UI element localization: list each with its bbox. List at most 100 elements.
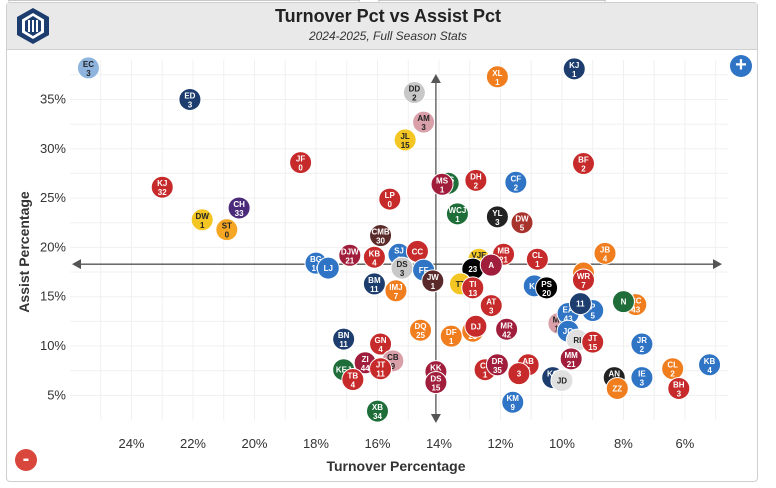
data-point: 3 [507, 362, 531, 386]
point-initials: DW [196, 212, 210, 221]
point-number: 4 [707, 366, 712, 375]
point-marker [402, 81, 426, 105]
point-number: 21 [567, 360, 576, 369]
zoom-out-button[interactable]: - [15, 449, 37, 471]
point-number: 1 [200, 221, 205, 230]
y-tick-label: 25% [40, 190, 66, 205]
top-bar-left [8, 0, 360, 3]
point-marker [485, 65, 509, 89]
point-number: 33 [235, 209, 244, 218]
point-number: 4 [372, 258, 377, 267]
point-marker [369, 332, 393, 356]
crosshair-arrow-left [72, 259, 81, 270]
point-number: 15 [588, 343, 597, 352]
data-point: GN4 [369, 332, 393, 356]
point-number: 10 [312, 264, 321, 273]
point-marker [504, 170, 528, 194]
point-initials: CL [667, 361, 678, 370]
point-number: 0 [225, 231, 230, 240]
point-number: 3 [677, 389, 682, 398]
point-number: 2 [412, 94, 417, 103]
point-number: 4 [351, 381, 356, 390]
data-point: JB4 [593, 241, 617, 265]
point-number: 2 [640, 345, 645, 354]
point-marker [501, 390, 525, 414]
point-initials: DS [397, 260, 409, 269]
point-initials: A [488, 261, 494, 270]
point-initials: JO [563, 327, 574, 336]
point-initials: JF [296, 155, 305, 164]
point-initials: SJ [394, 246, 404, 255]
point-initials: DS [430, 375, 442, 384]
x-tick-label: 24% [118, 436, 144, 451]
point-number: 7 [581, 281, 586, 290]
point-initials: DF [446, 328, 457, 337]
point-number: 1 [483, 371, 488, 380]
point-initials: BG [310, 255, 322, 264]
x-tick-label: 8% [614, 436, 633, 451]
point-initials: XB [372, 403, 383, 412]
y-tick-label: 15% [40, 289, 66, 304]
point-initials: DJW [341, 247, 359, 256]
point-initials: IMJ [389, 283, 402, 292]
point-marker [369, 357, 393, 381]
point-initials: AN [608, 370, 620, 379]
point-marker [190, 208, 214, 232]
point-initials: JR [637, 336, 647, 345]
point-number: 3 [640, 379, 645, 388]
point-initials: KB [369, 249, 381, 258]
point-number: 1 [431, 282, 436, 291]
point-marker [365, 399, 389, 423]
point-marker [485, 205, 509, 229]
point-marker [227, 196, 251, 220]
data-point: ST0 [215, 218, 239, 242]
top-bar-right [378, 0, 606, 3]
point-marker [412, 110, 436, 134]
data-point: AM3 [412, 110, 436, 134]
point-marker [593, 241, 617, 265]
point-initials: EC [83, 60, 94, 69]
point-marker [424, 371, 448, 395]
x-axis-label: Turnover Percentage [326, 458, 465, 474]
point-marker [559, 347, 583, 371]
point-initials: DJ [471, 322, 481, 331]
data-point: AT3 [479, 294, 503, 318]
point-number: 3 [489, 307, 494, 316]
point-number: 9 [391, 362, 396, 371]
point-number: 0 [298, 164, 303, 173]
point-number: 25 [416, 331, 425, 340]
point-marker [581, 330, 605, 354]
point-marker [479, 294, 503, 318]
point-marker [667, 376, 691, 400]
point-marker [341, 368, 365, 392]
point-marker [495, 317, 519, 341]
point-number: 0 [388, 200, 393, 209]
data-point: 11 [568, 292, 592, 316]
x-tick-label: 6% [676, 436, 695, 451]
point-initials: 11 [576, 300, 585, 309]
point-marker [316, 256, 340, 280]
point-marker [525, 247, 549, 271]
y-tick-label: 30% [40, 141, 66, 156]
point-initials: JL [400, 132, 409, 141]
point-initials: KEJ [336, 366, 352, 375]
point-initials: TI [469, 280, 476, 289]
chart-title: Turnover Pct vs Assist Pct [274, 6, 502, 26]
point-initials: IE [638, 370, 646, 379]
y-tick-label: 10% [40, 338, 66, 353]
point-marker [430, 172, 454, 196]
point-marker [421, 269, 445, 293]
data-point: JD [550, 369, 574, 393]
data-point: A [479, 253, 503, 277]
zoom-in-button[interactable]: + [730, 55, 752, 77]
data-point: IE3 [630, 366, 654, 390]
point-initials: GN [375, 336, 387, 345]
